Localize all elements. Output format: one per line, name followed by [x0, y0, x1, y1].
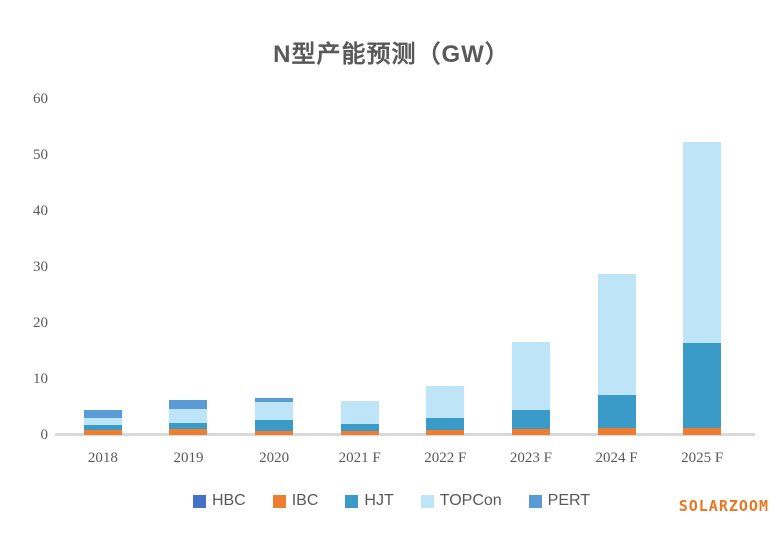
bar-segment-topcon: [340, 401, 379, 425]
bar-segment-topcon: [169, 408, 208, 423]
bar-segment-hjt: [597, 394, 636, 429]
y-axis: 0 10 20 30 40 50 60: [0, 91, 48, 443]
y-axis-tick: 40: [33, 203, 48, 219]
stacked-bar: [683, 142, 722, 435]
stacked-bar: [340, 401, 379, 435]
bar-segment-ibc: [169, 429, 208, 435]
legend-label: HBC: [211, 492, 246, 509]
legend-swatch-icon: [192, 494, 206, 508]
legend-item-ibc: IBC: [272, 492, 319, 510]
legend-item-hbc: HBC: [192, 492, 246, 510]
x-axis-label: 2025 F: [681, 450, 724, 466]
x-axis-label: 2024 F: [595, 450, 638, 466]
legend-item-hjt: HJT: [345, 492, 394, 510]
bar-segment-hjt: [169, 422, 208, 430]
stacked-bar: [597, 273, 636, 435]
x-axis-line: [55, 433, 755, 436]
stacked-bar: [255, 398, 294, 435]
legend-label: TOPCon: [439, 492, 502, 509]
bar-segment-topcon: [426, 385, 465, 419]
bar-segment-ibc: [511, 429, 550, 435]
bar-segment-pert: [83, 409, 122, 419]
bar-slot-2022-f: [403, 99, 488, 435]
bar-segment-hjt: [426, 418, 465, 430]
bar-segment-ibc: [255, 431, 294, 435]
legend-label: HJT: [364, 492, 394, 509]
x-axis-label: 2022 F: [424, 450, 467, 466]
bar-segment-topcon: [83, 418, 122, 425]
legend-label: PERT: [547, 492, 591, 509]
x-axis-label: 2023 F: [509, 450, 552, 466]
bar-segment-hjt: [683, 342, 722, 429]
y-axis-tick: 50: [33, 147, 48, 163]
bar-segment-topcon: [255, 402, 294, 420]
bar-segment-hjt: [511, 410, 550, 430]
solarzoom-watermark: SOLARZOOM: [678, 497, 769, 515]
bar-segment-pert: [255, 398, 294, 403]
plot-area: [60, 99, 745, 435]
legend-swatch-icon: [345, 494, 359, 508]
x-axis-label: 2020: [259, 450, 290, 466]
y-axis-tick: 10: [33, 371, 48, 387]
legend-swatch-icon: [272, 494, 286, 508]
stacked-bar: [511, 341, 550, 435]
legend: HBC IBC HJT TOPCon PERT: [0, 492, 783, 510]
bar-segment-topcon: [511, 341, 550, 411]
y-axis-tick: 60: [33, 91, 48, 107]
stacked-bar: [169, 399, 208, 435]
legend-label: IBC: [291, 492, 319, 509]
bar-segment-topcon: [683, 142, 722, 343]
bar-segment-topcon: [597, 273, 636, 395]
bar-segment-ibc: [683, 428, 722, 435]
legend-swatch-icon: [528, 494, 542, 508]
y-axis-tick: 0: [40, 427, 49, 443]
stacked-bar: [426, 385, 465, 435]
bar-slot-2019: [146, 99, 231, 435]
stacked-bar: [83, 409, 122, 435]
x-axis: 2018 2019 2020 2021 F 2022 F 2023 F 2024 F 2025…: [60, 450, 745, 467]
bar-segment-ibc: [83, 430, 122, 435]
bar-slot-2020: [232, 99, 317, 435]
bar-segment-hjt: [83, 425, 122, 430]
bar-segment-ibc: [340, 431, 379, 435]
legend-swatch-icon: [420, 494, 434, 508]
x-axis-label: 2019: [173, 450, 204, 466]
bar-slot-2024-f: [574, 99, 659, 435]
y-axis-tick: 30: [33, 259, 48, 275]
bar-slot-2025-f: [660, 99, 745, 435]
bar-slot-2023-f: [488, 99, 573, 435]
x-axis-label: 2021 F: [338, 450, 381, 466]
bar-slot-2018: [60, 99, 145, 435]
bar-segment-pert: [169, 399, 208, 409]
bar-segment-hjt: [340, 424, 379, 432]
chart-title: N型产能预测（GW）: [273, 41, 510, 68]
bar-segment-ibc: [426, 430, 465, 435]
bar-segment-hjt: [255, 419, 294, 432]
legend-item-topcon: TOPCon: [420, 492, 502, 510]
bar-slot-2021-f: [317, 99, 402, 435]
bar-segment-ibc: [597, 428, 636, 435]
legend-item-pert: PERT: [528, 492, 591, 510]
y-axis-tick: 20: [33, 315, 48, 331]
x-axis-label: 2018: [87, 450, 118, 466]
